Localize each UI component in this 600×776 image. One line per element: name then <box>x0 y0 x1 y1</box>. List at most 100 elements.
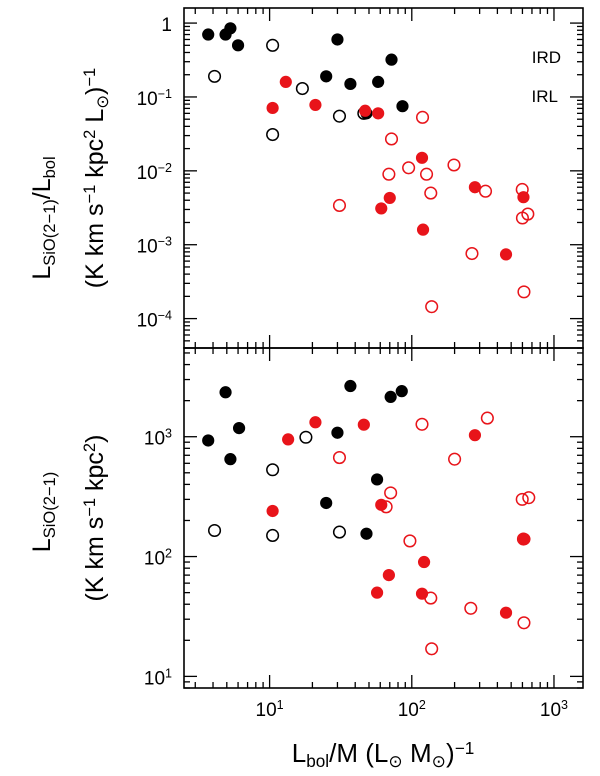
data-point-ird-open <box>266 38 280 52</box>
label-segment: L <box>28 266 56 280</box>
data-point-irl-filled <box>415 587 429 600</box>
data-point-irl-open <box>415 110 430 124</box>
data-point-ird-filled <box>331 33 344 46</box>
top-panel: 110−110−210−310−4 <box>137 7 584 349</box>
bottom-y-axis-label-line1: LSiO(2−1) <box>28 472 59 552</box>
data-point-irl-filled <box>266 101 279 115</box>
data-point-ird-open <box>332 109 347 123</box>
data-point-irl-open <box>332 451 347 465</box>
y-tick-label: 102 <box>144 546 172 569</box>
plot-frame <box>183 347 584 689</box>
label-segment: bol <box>306 751 329 771</box>
data-point-ird-filled <box>395 385 408 398</box>
label-segment: M <box>403 738 432 768</box>
tick-mantissa: 10 <box>398 700 419 721</box>
data-point-ird-filled <box>384 390 397 403</box>
label-segment: L <box>292 738 306 768</box>
label-segment: (K km s <box>81 517 109 602</box>
data-point-irl-filled <box>499 606 513 619</box>
data-point-ird-filled <box>320 496 333 510</box>
label-segment: L <box>28 538 56 552</box>
data-point-irl-filled <box>468 181 482 194</box>
label-segment: SiO(2−1) <box>41 472 59 538</box>
data-point-ird-filled <box>231 39 245 52</box>
legend-entry-irl: IRL <box>532 87 558 106</box>
x-tick-label: 102 <box>398 698 426 721</box>
tick-exponent: 1 <box>165 666 172 680</box>
data-point-irl-open <box>515 492 529 506</box>
label-segment: (K km s <box>81 203 109 288</box>
label-segment: ) <box>81 87 109 95</box>
data-point-irl-filled <box>415 151 429 164</box>
data-point-ird-filled <box>385 53 398 66</box>
label-segment: ⊙ <box>432 751 446 771</box>
tick-exponent: −3 <box>158 235 172 249</box>
bottom-y-axis-label-line2: (K km s−1 kpc2) <box>81 435 109 602</box>
data-point-irl-open <box>403 534 417 548</box>
data-point-irl-open <box>447 158 461 172</box>
label-segment: 2 <box>81 130 99 139</box>
data-point-irl-open <box>384 132 399 146</box>
x-axis-label: Lbol/M (L⊙ M⊙)−1 <box>292 738 475 771</box>
tick-mantissa: 10 <box>256 700 277 721</box>
data-point-irl-open <box>448 452 462 466</box>
data-point-ird-open <box>295 81 309 96</box>
tick-exponent: 3 <box>561 698 568 712</box>
label-segment: ⊙ <box>94 95 112 109</box>
data-point-irl-filled <box>357 418 370 431</box>
data-point-ird-filled <box>320 70 333 83</box>
data-point-irl-filled <box>266 504 279 518</box>
y-tick-label: 10−1 <box>137 87 172 110</box>
tick-mantissa: 10 <box>144 549 165 570</box>
data-point-ird-open <box>207 69 222 83</box>
tick-exponent: 3 <box>165 427 172 441</box>
data-point-irl-filled <box>282 433 295 446</box>
tick-mantissa: 10 <box>540 700 561 721</box>
data-point-irl-open <box>515 182 529 196</box>
data-point-ird-open <box>266 127 280 142</box>
label-segment: /L <box>28 178 56 199</box>
label-segment: ) <box>81 435 109 443</box>
data-point-irl-open <box>517 285 531 299</box>
label-segment: ) <box>446 738 455 768</box>
x-tick-label: 101 <box>256 698 284 721</box>
data-point-irl-filled <box>416 223 430 236</box>
data-point-ird-filled <box>396 100 409 113</box>
data-point-irl-open <box>384 486 398 500</box>
data-point-irl-filled <box>279 75 292 88</box>
y-tick-label: 10−3 <box>137 235 172 258</box>
data-point-irl-open <box>379 500 393 514</box>
data-point-ird-filled <box>224 22 237 35</box>
data-point-irl-filled <box>382 569 395 582</box>
data-point-irl-open <box>521 207 535 221</box>
label-segment: bol <box>41 156 59 178</box>
data-point-ird-open <box>207 523 222 538</box>
data-point-ird-open <box>266 463 280 477</box>
data-point-ird-open <box>266 528 280 543</box>
data-point-ird-filled <box>202 28 215 41</box>
y-tick-label: 10−2 <box>137 161 172 184</box>
data-point-irl-filled <box>417 555 431 569</box>
data-point-irl-open <box>415 417 429 431</box>
data-point-ird-filled <box>202 434 215 447</box>
tick-mantissa: 10 <box>137 89 158 110</box>
tick-mantissa: 1 <box>161 15 172 36</box>
data-point-irl-open <box>522 491 536 505</box>
x-tick-label: 103 <box>540 698 568 721</box>
data-point-irl-open <box>464 601 478 615</box>
data-point-irl-open <box>424 186 438 200</box>
top-y-axis-label-line2: (K km s−1 kpc2 L⊙)−1 <box>81 68 112 288</box>
legend: IRD IRL <box>532 48 561 106</box>
label-segment: kpc <box>81 452 109 498</box>
data-point-ird-filled <box>344 379 357 393</box>
label-segment: L <box>81 109 109 130</box>
data-point-irl-filled <box>359 104 372 117</box>
data-point-irl-filled <box>468 429 482 442</box>
label-segment: −1 <box>81 498 99 517</box>
data-point-ird-open <box>332 525 347 539</box>
data-point-ird-filled <box>372 75 385 88</box>
top-y-axis-label-line1: LSiO(2−1)/Lbol <box>28 156 59 279</box>
data-point-irl-open <box>332 198 347 213</box>
